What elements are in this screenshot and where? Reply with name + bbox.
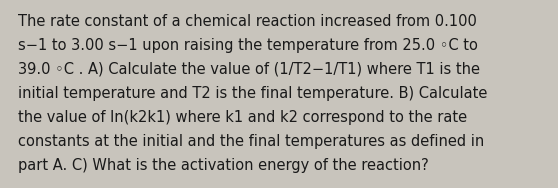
Text: initial temperature and T2 is the final temperature. B) Calculate: initial temperature and T2 is the final … bbox=[18, 86, 487, 101]
Text: constants at the initial and the final temperatures as defined in: constants at the initial and the final t… bbox=[18, 134, 484, 149]
Text: The rate constant of a chemical reaction increased from 0.100: The rate constant of a chemical reaction… bbox=[18, 14, 477, 29]
Text: part A. C) What is the activation energy of the reaction?: part A. C) What is the activation energy… bbox=[18, 158, 429, 173]
Text: the value of ln(k2k1) where k1 and k2 correspond to the rate: the value of ln(k2k1) where k1 and k2 co… bbox=[18, 110, 467, 125]
Text: 39.0 ◦C . A) Calculate the value of (1/T2−1/T1) where T1 is the: 39.0 ◦C . A) Calculate the value of (1/T… bbox=[18, 62, 480, 77]
Text: s−1 to 3.00 s−1 upon raising the temperature from 25.0 ◦C to: s−1 to 3.00 s−1 upon raising the tempera… bbox=[18, 38, 478, 53]
